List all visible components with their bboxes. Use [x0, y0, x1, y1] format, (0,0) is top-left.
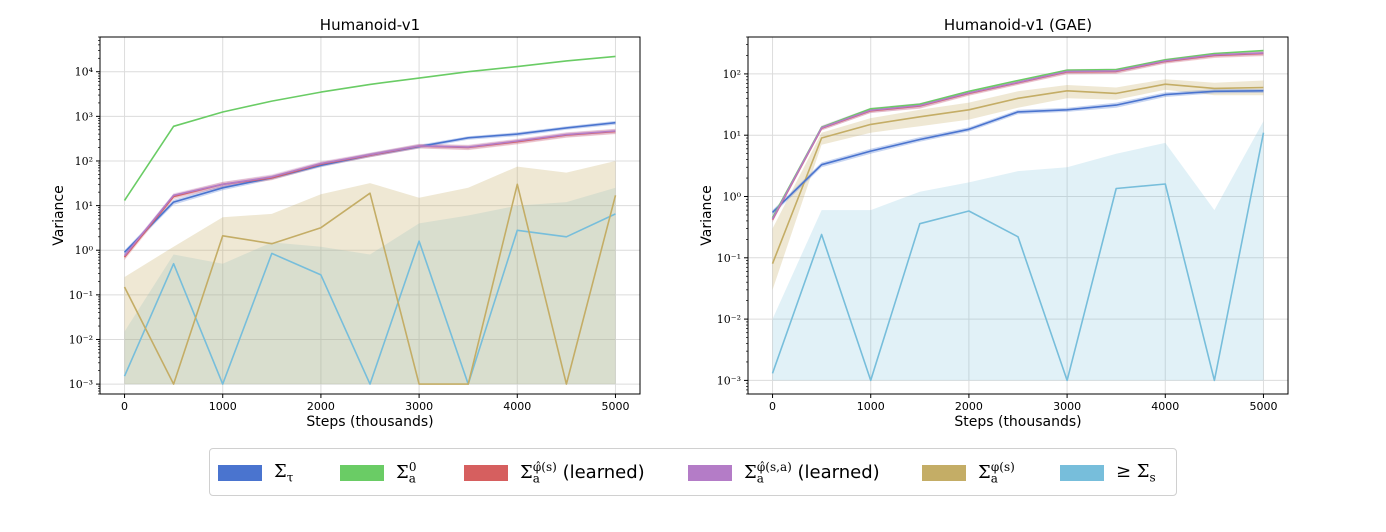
series-line-s_phi_a — [771, 83, 1264, 264]
legend-swatch-sigma-phi-s — [922, 465, 966, 481]
series-line-s_a0 — [123, 55, 616, 201]
y-axis-label: Variance — [699, 185, 715, 245]
legend-swatch-sigma-a0 — [340, 465, 384, 481]
x-tick-label: 5000 — [1249, 400, 1277, 413]
legend-item-sigma-a0: Σa0 — [340, 449, 417, 497]
legend-item-ge-sigma-s: ≥ Σs — [1060, 449, 1156, 497]
y-axis-label: Variance — [51, 185, 67, 245]
series-line-ge_s — [771, 132, 1265, 382]
x-axis-label: Steps (thousands) — [954, 414, 1081, 430]
grid — [748, 37, 1288, 394]
legend-swatch-sigma-phi-hat-sa — [688, 465, 732, 481]
y-tick-label: 10⁰ — [723, 191, 742, 204]
x-tick-label: 3000 — [405, 400, 433, 413]
y-tick-label: 10⁻² — [717, 313, 741, 326]
legend: Στ Σa0 Σaφ̂(s) (learned) Σaφ̂(s,a) (lear… — [209, 448, 1177, 496]
grid — [100, 37, 640, 394]
x-tick-label: 0 — [769, 400, 776, 413]
y-tick-label: 10⁰ — [75, 244, 94, 257]
legend-item-sigma-tau: Στ — [218, 449, 293, 497]
chart-title: Humanoid-v1 (GAE) — [944, 16, 1092, 34]
series-line-s_tau — [771, 90, 1264, 213]
y-tick-label: 10⁻¹ — [717, 252, 741, 265]
y-tick-label: 10⁻¹ — [69, 289, 93, 302]
legend-swatch-sigma-tau — [218, 465, 262, 481]
legend-item-sigma-phi-hat-sa: Σaφ̂(s,a) (learned) — [688, 449, 880, 497]
y-tick-label: 10⁻² — [69, 333, 93, 346]
x-tick-label: 4000 — [1151, 400, 1179, 413]
x-axis-label: Steps (thousands) — [306, 414, 433, 430]
y-tick-label: 10⁻³ — [717, 374, 741, 387]
series-line-s_a0 — [771, 49, 1264, 219]
legend-item-sigma-phi-s: Σaφ(s) — [922, 449, 1015, 497]
y-tick-label: 10² — [75, 155, 93, 168]
axes-frame — [747, 36, 1289, 395]
y-tick-label: 10³ — [75, 110, 93, 123]
legend-label-sigma-tau: Στ — [274, 461, 294, 485]
y-tick-label: 10¹ — [723, 129, 741, 142]
legend-label-sigma-a0: Σa0 — [396, 460, 417, 486]
chart-title: Humanoid-v1 — [320, 16, 420, 34]
plot-area — [123, 55, 617, 385]
x-tick-label: 1000 — [209, 400, 237, 413]
right-chart-panel: 0 1000 2000 3000 4000 5000 10⁻³ 10⁻² 10⁻¹ 10⁰ 10¹ 1… — [699, 16, 1289, 430]
series-line-s_phi_sa — [123, 130, 616, 257]
legend-item-sigma-phi-hat-s: Σaφ̂(s) (learned) — [464, 449, 645, 497]
series-line-s_phi_sa — [771, 52, 1264, 220]
plot-area — [771, 49, 1265, 382]
x-tick-label: 1000 — [857, 400, 885, 413]
x-tick-label: 3000 — [1053, 400, 1081, 413]
x-tick-label: 2000 — [955, 400, 983, 413]
series-line-ge_s — [123, 213, 616, 385]
left-chart-panel: 0 1000 2000 3000 4000 5000 10⁻³ 10⁻² 10⁻¹ 10⁰ 10¹ 1… — [51, 16, 641, 430]
band-s_phi_a — [124, 161, 616, 385]
band-s_tau — [772, 88, 1264, 215]
legend-swatch-ge-sigma-s — [1060, 465, 1104, 481]
legend-swatch-sigma-phi-hat-s — [464, 465, 508, 481]
x-tick-label: 4000 — [503, 400, 531, 413]
y-tick-label: 10² — [723, 68, 741, 81]
legend-label-sigma-phi-hat-s: Σaφ̂(s) (learned) — [520, 460, 645, 486]
band-ge_s — [124, 187, 616, 385]
x-tick-label: 0 — [121, 400, 128, 413]
x-tick-label: 5000 — [601, 400, 629, 413]
series-line-s_phi_a — [123, 183, 617, 385]
legend-label-sigma-phi-hat-sa: Σaφ̂(s,a) (learned) — [744, 460, 880, 486]
y-tick-label: 10⁻³ — [69, 378, 93, 391]
legend-label-sigma-phi-s: Σaφ(s) — [978, 460, 1015, 486]
y-tick-label: 10¹ — [75, 200, 93, 213]
legend-label-ge-sigma-s: ≥ Σs — [1116, 461, 1156, 485]
y-tick-label: 10⁴ — [75, 66, 94, 79]
x-tick-label: 2000 — [307, 400, 335, 413]
